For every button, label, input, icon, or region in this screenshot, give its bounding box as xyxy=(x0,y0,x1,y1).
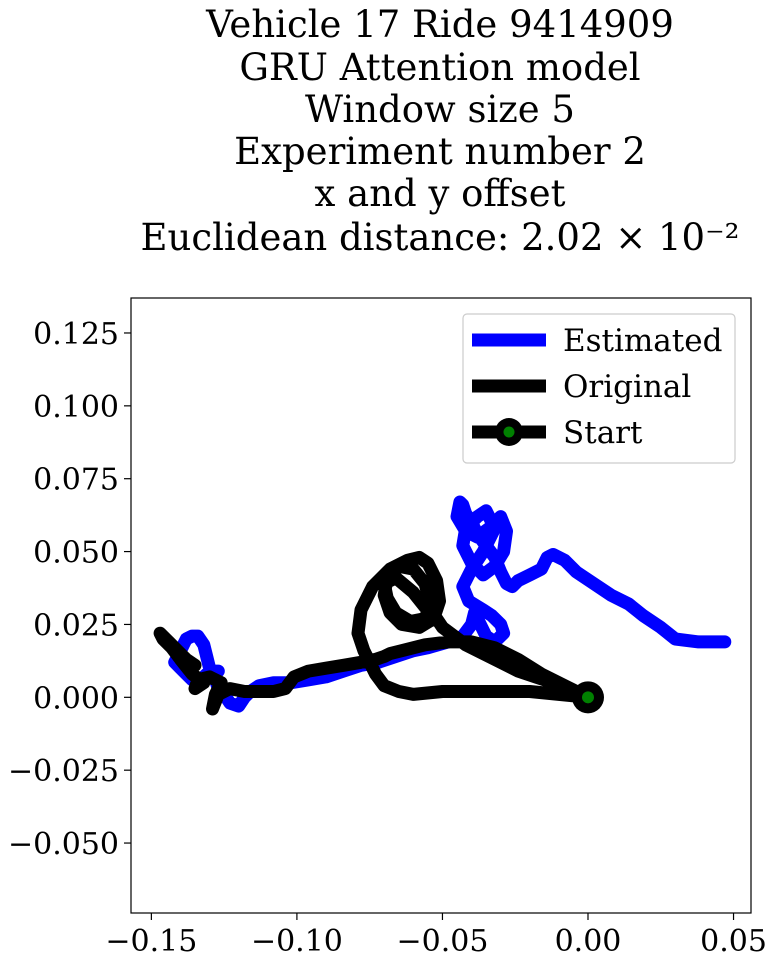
plot-series xyxy=(153,495,732,716)
plot-frame xyxy=(130,297,752,914)
y-axis: −0.050 −0.025 0.000 0.025 0.050 0.075 0.100 0.1… xyxy=(8,317,131,862)
title-line-5: x and y offset xyxy=(315,172,566,215)
chart-title: Vehicle 17 Ride 9414909 GRU Attention mo… xyxy=(141,3,740,259)
title-line-4: Experiment number 2 xyxy=(234,130,646,173)
series-line-original xyxy=(153,550,595,716)
title-line-3: Window size 5 xyxy=(305,88,575,131)
y-tick-label: −0.050 xyxy=(8,827,119,862)
y-tick-label: 0.125 xyxy=(33,317,119,352)
legend-start-label: Start xyxy=(563,415,643,451)
legend: Estimated Original Start xyxy=(462,313,736,464)
title-line-6: Euclidean distance: 2.02 × 10⁻² xyxy=(141,216,740,259)
x-tick-label: −0.15 xyxy=(105,924,197,959)
x-axis: −0.15 −0.10 −0.05 0.00 0.05 xyxy=(105,913,767,959)
y-tick-label: 0.025 xyxy=(33,608,119,643)
series-line-estimated xyxy=(168,495,732,713)
y-tick-label: 0.075 xyxy=(33,463,119,498)
y-tick-label: −0.025 xyxy=(8,754,119,789)
title-line-1: Vehicle 17 Ride 9414909 xyxy=(205,3,674,46)
x-tick-label: −0.10 xyxy=(251,924,343,959)
x-tick-label: −0.05 xyxy=(396,924,488,959)
legend-estimated-label: Estimated xyxy=(563,323,722,359)
start-marker-face xyxy=(581,691,594,704)
y-tick-label: 0.050 xyxy=(33,536,119,571)
y-tick-label: 0.100 xyxy=(33,390,119,425)
title-line-2: GRU Attention model xyxy=(239,46,640,89)
y-tick-label: 0.000 xyxy=(33,681,119,716)
x-tick-label: 0.05 xyxy=(700,924,767,959)
x-tick-label: 0.00 xyxy=(555,924,622,959)
legend-start-marker-face xyxy=(503,426,515,438)
legend-original-label: Original xyxy=(563,369,691,405)
start-marker-layer xyxy=(571,681,604,714)
